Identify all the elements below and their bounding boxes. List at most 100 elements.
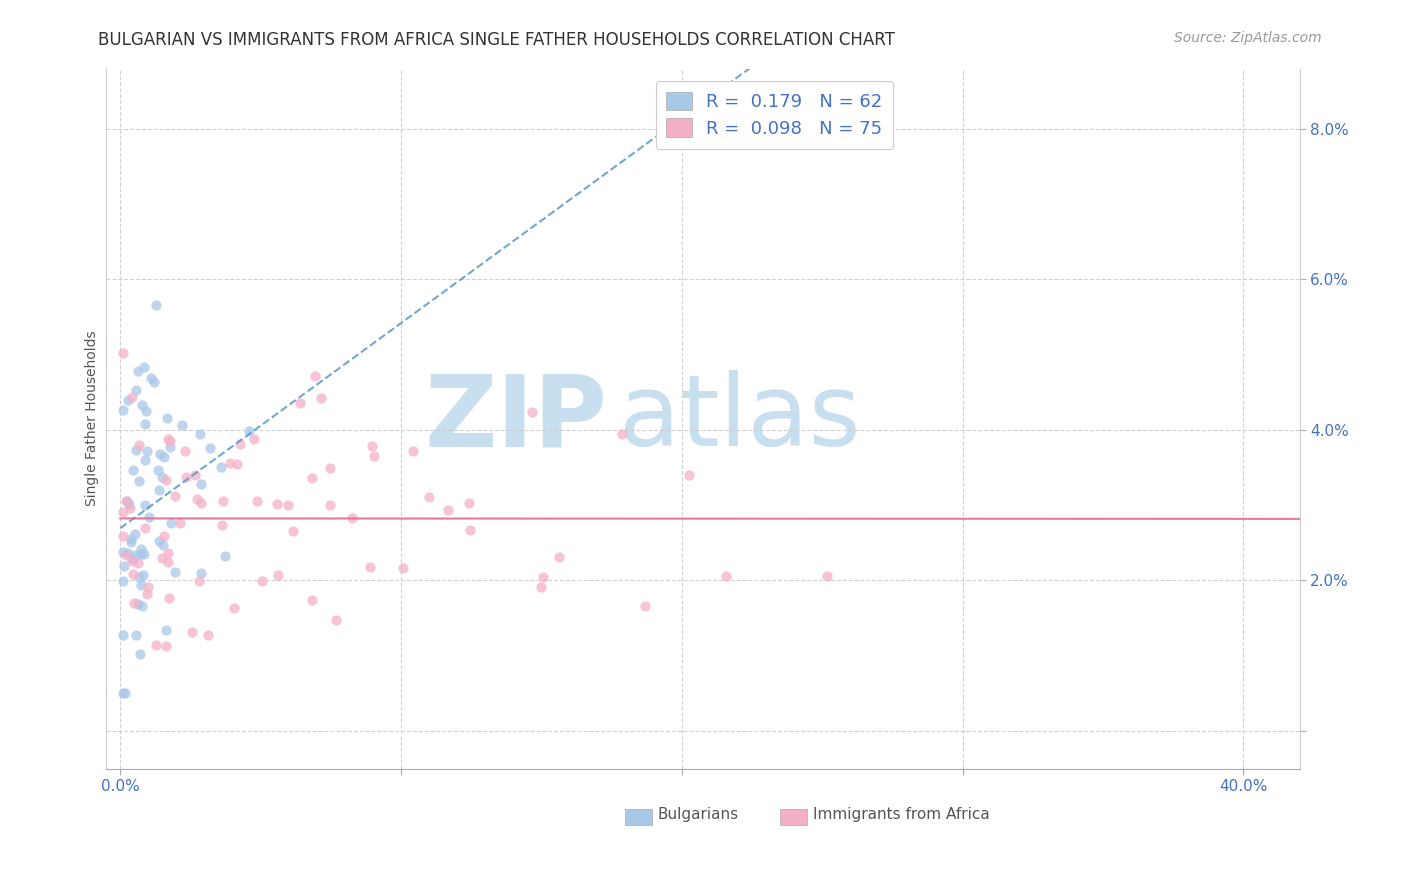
Text: BULGARIAN VS IMMIGRANTS FROM AFRICA SINGLE FATHER HOUSEHOLDS CORRELATION CHART: BULGARIAN VS IMMIGRANTS FROM AFRICA SING… (98, 31, 896, 49)
Point (340, 511, 363, 525)
Point (112, 545, 135, 559)
Point (222, 601, 245, 615)
Point (309, 391, 332, 405)
Point (301, 471, 323, 485)
Point (120, 534, 142, 549)
Point (122, 595, 145, 609)
Y-axis label: Single Father Households: Single Father Households (86, 331, 100, 507)
Point (114, 549, 136, 563)
Point (267, 568, 290, 582)
Text: Bulgarians: Bulgarians (658, 806, 738, 822)
Point (159, 434, 181, 448)
Point (678, 468, 700, 483)
Point (152, 450, 174, 464)
Point (212, 494, 235, 508)
Point (134, 453, 156, 467)
Point (229, 437, 252, 451)
Point (145, 298, 167, 312)
Point (114, 686, 136, 700)
Point (132, 547, 155, 561)
Point (214, 549, 236, 563)
Point (120, 501, 142, 516)
Point (190, 496, 212, 510)
Point (148, 534, 170, 549)
Point (112, 529, 135, 543)
Point (128, 647, 150, 661)
Point (716, 569, 738, 583)
Point (138, 510, 160, 524)
Point (129, 547, 152, 561)
Point (238, 424, 260, 438)
Point (243, 432, 266, 446)
Point (209, 460, 232, 475)
Point (359, 559, 381, 574)
FancyBboxPatch shape (626, 809, 651, 824)
Point (152, 529, 174, 543)
Point (131, 398, 153, 412)
Point (290, 396, 312, 410)
Point (156, 411, 179, 425)
Point (174, 444, 197, 458)
Point (129, 577, 152, 591)
Point (418, 490, 440, 504)
Point (118, 498, 141, 512)
Point (117, 546, 139, 560)
Point (187, 574, 209, 589)
Point (159, 440, 181, 454)
Point (188, 427, 211, 442)
Point (129, 542, 152, 557)
Point (363, 450, 385, 464)
Point (132, 567, 155, 582)
Text: Immigrants from Africa: Immigrants from Africa (813, 806, 990, 822)
Point (325, 613, 347, 627)
Point (160, 516, 183, 530)
Point (122, 463, 145, 477)
Point (301, 593, 323, 607)
Point (134, 498, 156, 512)
Point (531, 570, 554, 584)
Point (121, 552, 143, 566)
Point (176, 469, 198, 483)
Point (127, 597, 149, 611)
Point (391, 561, 413, 575)
Point (125, 628, 148, 642)
Text: ZIP: ZIP (425, 370, 607, 467)
Point (128, 437, 150, 451)
Point (458, 496, 481, 510)
Point (200, 442, 222, 456)
Point (152, 538, 174, 552)
Point (112, 403, 135, 417)
Point (548, 549, 571, 564)
Point (250, 574, 273, 588)
Point (135, 403, 157, 417)
Point (190, 477, 212, 491)
Point (148, 483, 170, 497)
Point (149, 447, 172, 461)
Point (131, 599, 153, 614)
Point (184, 468, 207, 483)
Text: Source: ZipAtlas.com: Source: ZipAtlas.com (1174, 31, 1322, 45)
Point (437, 502, 460, 516)
Point (197, 628, 219, 642)
Point (112, 345, 135, 359)
Point (127, 364, 149, 378)
Point (120, 533, 142, 547)
Point (181, 625, 204, 640)
Point (141, 371, 163, 385)
Point (281, 524, 304, 538)
Point (170, 417, 193, 432)
Point (319, 498, 342, 512)
Point (165, 565, 187, 579)
Point (125, 548, 148, 562)
Point (157, 591, 180, 606)
Point (156, 546, 179, 560)
Point (155, 640, 177, 654)
Point (125, 442, 148, 457)
Point (115, 493, 138, 508)
Point (112, 505, 135, 519)
Point (211, 518, 233, 533)
Point (128, 475, 150, 489)
Point (134, 521, 156, 535)
Point (112, 558, 135, 573)
FancyBboxPatch shape (780, 809, 807, 824)
